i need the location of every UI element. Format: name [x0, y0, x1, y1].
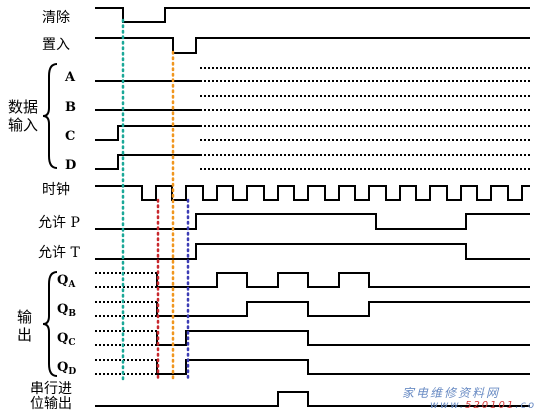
data-input-group-line1: 数据: [8, 98, 39, 116]
watermark-url-pre: www.: [430, 400, 466, 411]
qb-subscript: B: [68, 309, 76, 319]
output-group-label: 输 出: [17, 308, 32, 344]
qd-waveform: [156, 359, 530, 375]
qc-subscript: C: [68, 338, 76, 348]
output-group-line2: 出: [17, 326, 33, 344]
serial-output-label: 串行进 位输出: [30, 382, 72, 412]
brackets: [42, 63, 58, 377]
serial-output-line1: 串行进: [30, 381, 72, 397]
qa-subscript: A: [68, 280, 76, 290]
qa-base: Q: [57, 273, 69, 288]
serial-output-line2: 位输出: [30, 396, 72, 412]
qa-waveform: [156, 272, 530, 288]
enable-t-waveform: [95, 243, 530, 260]
enable-t-label: 允许 T: [38, 245, 80, 261]
input-c-waveform: [95, 125, 200, 141]
clock-label: 时钟: [42, 182, 70, 198]
qb-waveform: [156, 301, 530, 317]
qd-subscript: D: [68, 367, 77, 377]
watermark-url-red: 520101: [465, 400, 516, 411]
enable-p-waveform: [95, 213, 530, 230]
serial-output-waveform: [95, 391, 530, 407]
qa-label: QA: [57, 273, 75, 293]
time-markers: [121, 18, 190, 382]
load-waveform: [95, 37, 530, 54]
qb-base: Q: [57, 302, 69, 317]
qc-waveform: [156, 330, 530, 346]
data-input-brace: [42, 63, 58, 169]
input-c-label: C: [65, 129, 76, 144]
output-brace: [42, 271, 58, 377]
watermark-text: 家电维修资料网: [402, 386, 501, 400]
qd-base: Q: [57, 360, 69, 375]
qc-label: QC: [57, 331, 76, 351]
clear-label: 清除: [42, 10, 70, 26]
watermark-url: www.520101.com: [430, 400, 536, 411]
load-label: 置入: [42, 37, 70, 53]
input-b-label: B: [65, 100, 76, 115]
clock-waveform: [95, 185, 530, 201]
output-group-line1: 输: [17, 308, 33, 326]
clear-waveform: [95, 7, 530, 23]
input-d-label: D: [65, 158, 77, 173]
qb-label: QB: [57, 302, 76, 322]
input-a-label: A: [65, 70, 76, 85]
enable-p-label: 允许 P: [38, 215, 80, 231]
waveforms: [95, 7, 530, 407]
qc-base: Q: [57, 331, 69, 346]
watermark-url-post: .com: [515, 400, 536, 411]
data-input-group-label: 数据 输入: [8, 98, 38, 134]
input-d-waveform: [95, 154, 200, 170]
qd-label: QD: [57, 360, 76, 380]
data-input-group-line2: 输入: [8, 116, 39, 134]
